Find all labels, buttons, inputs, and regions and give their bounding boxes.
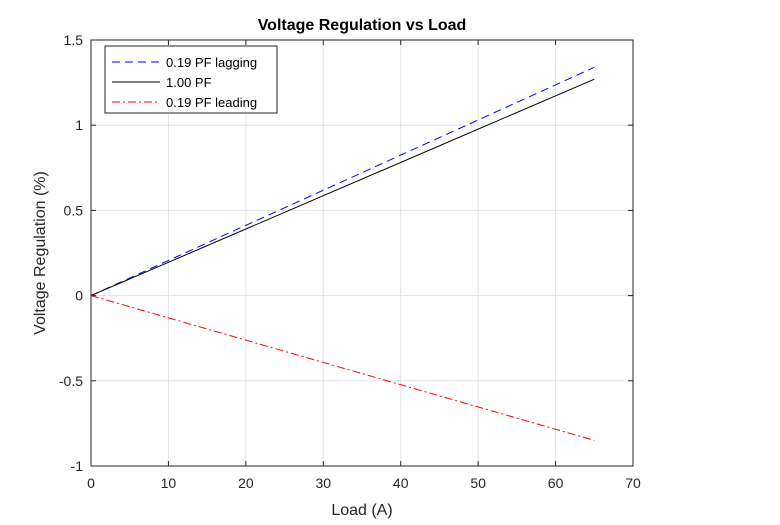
legend: 0.19 PF lagging 1.00 PF 0.19 PF leading xyxy=(104,45,278,114)
y-tick-label: -0.5 xyxy=(59,373,83,389)
data-series xyxy=(90,66,595,441)
legend-label-2: 1.00 PF xyxy=(166,75,212,90)
x-tick-label: 10 xyxy=(161,475,177,491)
chart-title: Voltage Regulation vs Load xyxy=(258,17,467,34)
x-tick-label: 70 xyxy=(625,475,641,491)
x-tick-label: 0 xyxy=(87,475,95,491)
plot-area-frame xyxy=(90,39,634,467)
x-tick-label: 30 xyxy=(315,475,331,491)
y-tick-label: 0 xyxy=(75,288,83,304)
x-tick-label: 40 xyxy=(393,475,409,491)
axis-ticks: 0 10 20 30 40 50 60 70 -1 -0.5 0 0.5 1 1.5 xyxy=(59,32,641,491)
x-tick-label: 50 xyxy=(470,475,486,491)
series-line-3 xyxy=(90,295,595,441)
legend-label-3: 0.19 PF leading xyxy=(166,95,257,110)
x-tick-label: 20 xyxy=(238,475,254,491)
x-axis-title: Load (A) xyxy=(331,502,392,519)
legend-label-1: 0.19 PF lagging xyxy=(166,55,257,70)
y-tick-label: -1 xyxy=(71,458,84,474)
y-tick-label: 0.5 xyxy=(64,202,84,218)
y-tick-label: 1 xyxy=(75,117,83,133)
series-line-2 xyxy=(90,78,595,297)
x-tick-label: 60 xyxy=(548,475,564,491)
y-tick-label: 1.5 xyxy=(64,32,84,48)
y-axis-title: Voltage Regulation (%) xyxy=(32,171,49,335)
series-line-1 xyxy=(90,66,595,297)
